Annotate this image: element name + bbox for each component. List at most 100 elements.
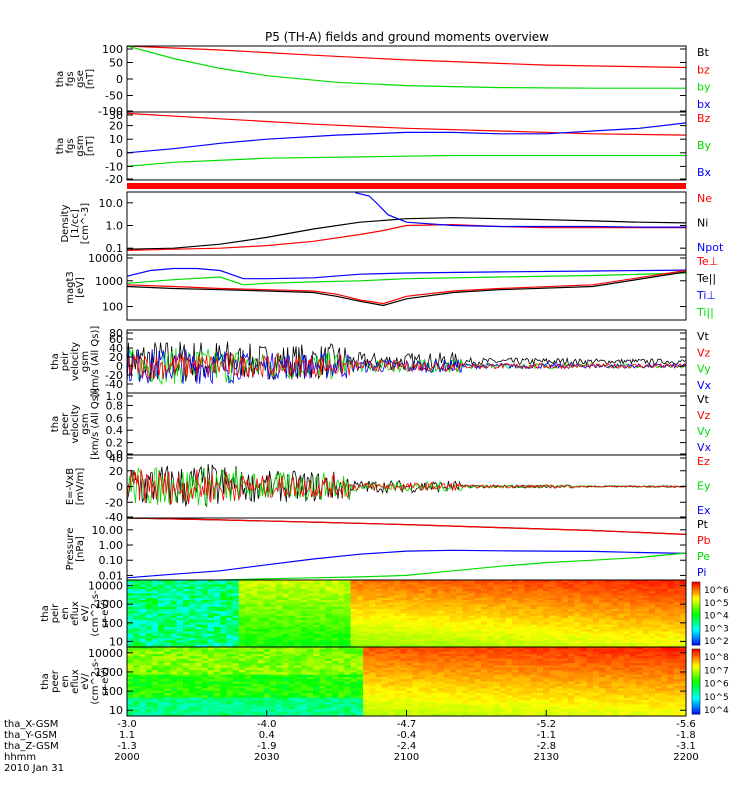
svg-text:gsm: gsm — [75, 135, 86, 156]
y-tick-label: 0.10 — [99, 554, 124, 567]
legend-entry: Bt — [697, 46, 710, 59]
ephemeris-value: 0.4 — [259, 730, 275, 741]
colorbar-label: 10^8 — [704, 653, 729, 663]
svg-text:[nT]: [nT] — [85, 136, 96, 156]
legend-entry: Ti|| — [696, 306, 714, 319]
legend-entry: Ey — [697, 480, 711, 493]
y-tick-label: -50 — [105, 90, 123, 103]
colorbar: 10^6 10^5 10^4 10^3 10^2 — [691, 581, 729, 647]
legend-entry: Pi — [697, 566, 706, 579]
legend-entry: Ex — [697, 504, 711, 517]
svg-text:[eV]: [eV] — [75, 277, 86, 298]
legend-entry: Ne — [697, 192, 712, 205]
plot-area — [127, 341, 686, 386]
ephemeris-value: 2100 — [394, 752, 419, 763]
panel-frame — [126, 392, 687, 456]
ephemeris-value: 2200 — [673, 752, 698, 763]
svg-text:[nPa]: [nPa] — [75, 536, 86, 562]
y-tick-label: 0.6 — [106, 412, 124, 425]
legend-entry: Te|| — [696, 272, 716, 285]
svg-text:gsm: gsm — [80, 413, 91, 434]
svg-text:tha: tha — [50, 353, 61, 369]
legend-entry: By — [697, 139, 712, 152]
y-tick-label: 0.2 — [106, 437, 124, 450]
y-axis-label: Density [1/cc] [cm^-3] — [60, 203, 91, 244]
panel-frame — [126, 111, 687, 181]
legend-entry: bz — [697, 63, 710, 76]
y-axis-label: magt3 [eV] — [65, 271, 86, 304]
ephemeris-value: -4.0 — [257, 719, 277, 730]
colorbar-label: 10^4 — [704, 612, 729, 622]
y-tick-label: 0.4 — [106, 424, 124, 437]
legend-entry: Vt — [697, 330, 710, 343]
ephemeris-value: 2000 — [114, 752, 139, 763]
ephemeris-value: -5.2 — [536, 719, 556, 730]
legend-entry: Te⊥ — [696, 255, 718, 268]
colorbar-label: 10^2 — [704, 637, 729, 647]
panel-frame — [126, 517, 687, 581]
y-tick-label: 0.0 — [106, 448, 124, 461]
panel-temperature: 10000 1000 100 magt3 [eV] Te⊥ Te|| Ti⊥ Ti|| — [65, 252, 718, 321]
ephemeris-value: -4.7 — [397, 719, 417, 730]
y-tick-label: -40 — [105, 378, 123, 391]
ephemeris-label: tha_Y-GSM — [4, 730, 57, 741]
legend-entry: Vz — [697, 346, 711, 359]
y-tick-label: 100 — [102, 617, 123, 630]
y-tick-label: 0 — [116, 147, 123, 160]
svg-text:tha: tha — [55, 138, 66, 154]
plot-area — [127, 647, 686, 716]
y-tick-label: 40 — [109, 342, 123, 355]
y-tick-label: 0 — [116, 360, 123, 373]
separator-bar — [127, 183, 686, 189]
noise-trace — [127, 349, 686, 385]
ephemeris-value: -1.9 — [257, 741, 277, 752]
series-Te⊥ — [127, 269, 686, 305]
svg-text:Pressure: Pressure — [65, 528, 76, 571]
svg-text:sr-eV): sr-eV) — [100, 599, 111, 628]
plot-area — [127, 463, 686, 508]
plot-area — [127, 46, 686, 89]
series-by — [127, 46, 686, 89]
y-axis-label: tha fgs gsm [nT] — [55, 135, 96, 156]
ephemeris-value: -1.3 — [117, 741, 137, 752]
plot-area — [127, 518, 686, 580]
svg-text:velocity: velocity — [70, 342, 81, 381]
series-Pb — [127, 518, 686, 535]
ephemeris-value: -2.8 — [536, 741, 556, 752]
ephemeris-value: -1.1 — [536, 730, 556, 741]
y-tick-label: 100 — [102, 43, 123, 56]
svg-text:tha: tha — [40, 605, 51, 621]
plot-area — [127, 112, 686, 167]
y-tick-label: 1.0 — [106, 390, 124, 403]
svg-text:fgs: fgs — [65, 138, 76, 153]
svg-text:velocity: velocity — [70, 404, 81, 443]
legend-entry: Bx — [697, 166, 712, 179]
y-tick-label: 0.8 — [106, 399, 124, 412]
y-tick-label: 10 — [109, 635, 123, 648]
y-tick-label: 1000 — [95, 598, 123, 611]
y-axis-label: tha peer velocity gsm [km/s (All Qs)] — [50, 388, 101, 460]
svg-text:tha: tha — [50, 416, 61, 432]
y-tick-label: 100 — [102, 301, 123, 314]
y-tick-label: 50 — [109, 57, 123, 70]
series-Bz — [127, 112, 686, 136]
y-tick-label: 80 — [109, 327, 123, 340]
colorbar-label: 10^5 — [704, 599, 729, 609]
ephemeris-value: -1.8 — [676, 730, 696, 741]
series-Pe — [220, 552, 686, 580]
legend-entry: Npot — [697, 241, 724, 254]
svg-text:gse: gse — [75, 70, 86, 88]
y-tick-label: 100 — [102, 685, 123, 698]
legend-entry: Vy — [697, 363, 711, 376]
legend-entry: Pe — [697, 550, 710, 563]
series-Ti|| — [127, 272, 686, 286]
svg-text:[km/s (All Qs)]: [km/s (All Qs)] — [90, 326, 101, 398]
svg-text:E=-VxB: E=-VxB — [65, 468, 76, 505]
series-Bx — [127, 122, 686, 154]
y-tick-label: 0 — [116, 481, 123, 494]
series-Ti⊥ — [127, 267, 686, 280]
panel-velocity-electrons: 1.00.80.60.40.20.0 tha peer velocity gsm [km/… — [50, 388, 712, 461]
